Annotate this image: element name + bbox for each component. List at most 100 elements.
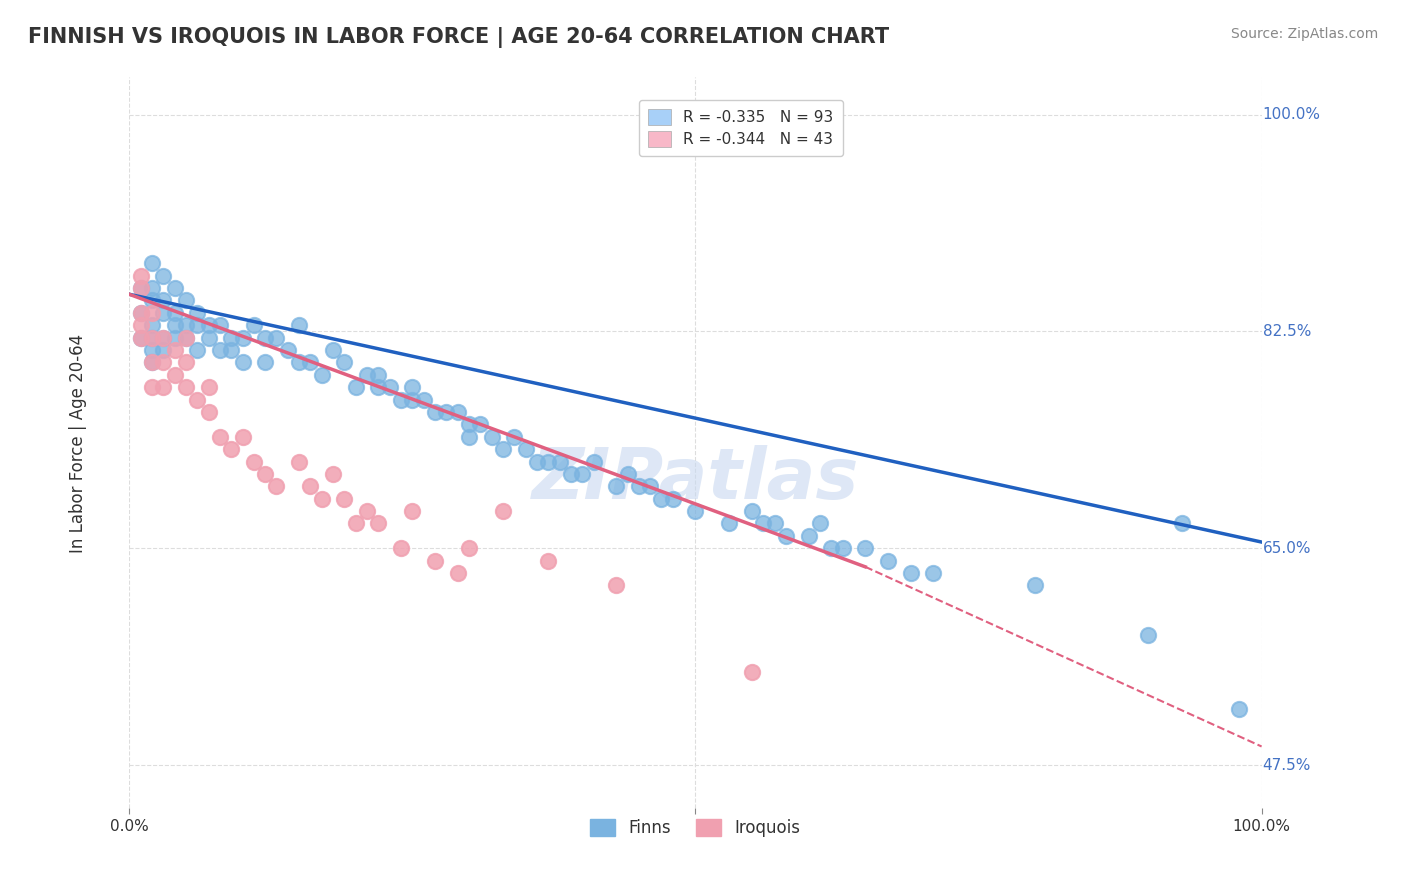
Point <box>141 331 163 345</box>
Point <box>288 318 311 333</box>
Point <box>458 430 481 444</box>
Point <box>831 541 853 556</box>
Point <box>129 331 152 345</box>
Point <box>129 281 152 295</box>
Point <box>174 293 197 308</box>
Text: 82.5%: 82.5% <box>1263 324 1312 339</box>
Point <box>186 392 208 407</box>
Point <box>423 405 446 419</box>
Legend: Finns, Iroquois: Finns, Iroquois <box>583 813 807 844</box>
Point <box>129 281 152 295</box>
Point <box>141 331 163 345</box>
Point <box>141 355 163 369</box>
Point <box>243 454 266 468</box>
Point <box>288 355 311 369</box>
Point <box>266 479 288 493</box>
Point <box>1137 628 1160 642</box>
Point <box>174 380 197 394</box>
Point <box>163 281 186 295</box>
Point <box>266 331 288 345</box>
Point <box>401 504 423 518</box>
Point <box>526 454 548 468</box>
Point <box>446 405 468 419</box>
Point <box>605 479 627 493</box>
Point <box>481 430 503 444</box>
Point <box>356 504 378 518</box>
Point <box>163 318 186 333</box>
Point <box>163 306 186 320</box>
Point <box>605 578 627 592</box>
Point <box>141 256 163 270</box>
Point <box>163 331 186 345</box>
Point <box>650 491 672 506</box>
Point <box>299 479 322 493</box>
Point <box>197 380 219 394</box>
Point <box>638 479 661 493</box>
Point <box>718 516 741 531</box>
Point <box>1024 578 1046 592</box>
Point <box>174 331 197 345</box>
Point <box>299 355 322 369</box>
Point <box>152 306 174 320</box>
Point <box>186 318 208 333</box>
Point <box>219 343 242 357</box>
Point <box>458 541 481 556</box>
Point <box>900 566 922 580</box>
Point <box>141 293 163 308</box>
Point <box>197 331 219 345</box>
Point <box>129 318 152 333</box>
Point <box>389 392 412 407</box>
Point <box>401 392 423 407</box>
Point <box>492 504 515 518</box>
Point <box>231 331 253 345</box>
Point <box>129 306 152 320</box>
Point <box>208 343 231 357</box>
Text: Source: ZipAtlas.com: Source: ZipAtlas.com <box>1230 27 1378 41</box>
Point <box>152 331 174 345</box>
Point <box>367 368 389 382</box>
Point <box>129 268 152 283</box>
Point <box>311 368 333 382</box>
Point <box>141 281 163 295</box>
Point <box>152 293 174 308</box>
Point <box>775 529 797 543</box>
Point <box>254 467 277 481</box>
Point <box>152 268 174 283</box>
Point <box>163 368 186 382</box>
Point <box>208 430 231 444</box>
Point <box>548 454 571 468</box>
Text: 47.5%: 47.5% <box>1263 757 1312 772</box>
Point <box>288 454 311 468</box>
Point <box>389 541 412 556</box>
Point <box>141 318 163 333</box>
Text: 65.0%: 65.0% <box>1263 541 1312 556</box>
Point <box>152 355 174 369</box>
Point <box>141 380 163 394</box>
Point <box>333 491 356 506</box>
Point <box>311 491 333 506</box>
Point <box>808 516 831 531</box>
Point <box>186 306 208 320</box>
Point <box>1171 516 1194 531</box>
Point <box>627 479 650 493</box>
Point <box>662 491 685 506</box>
Point <box>922 566 945 580</box>
Point <box>401 380 423 394</box>
Point <box>197 405 219 419</box>
Point <box>231 355 253 369</box>
Point <box>186 343 208 357</box>
Point <box>582 454 605 468</box>
Point <box>129 306 152 320</box>
Point <box>367 516 389 531</box>
Point <box>853 541 876 556</box>
Point <box>254 355 277 369</box>
Point <box>470 417 492 432</box>
Text: In Labor Force | Age 20-64: In Labor Force | Age 20-64 <box>69 334 87 552</box>
Point <box>458 417 481 432</box>
Point <box>412 392 434 407</box>
Point <box>174 318 197 333</box>
Point <box>741 665 763 680</box>
Point <box>243 318 266 333</box>
Point <box>322 343 344 357</box>
Point <box>492 442 515 457</box>
